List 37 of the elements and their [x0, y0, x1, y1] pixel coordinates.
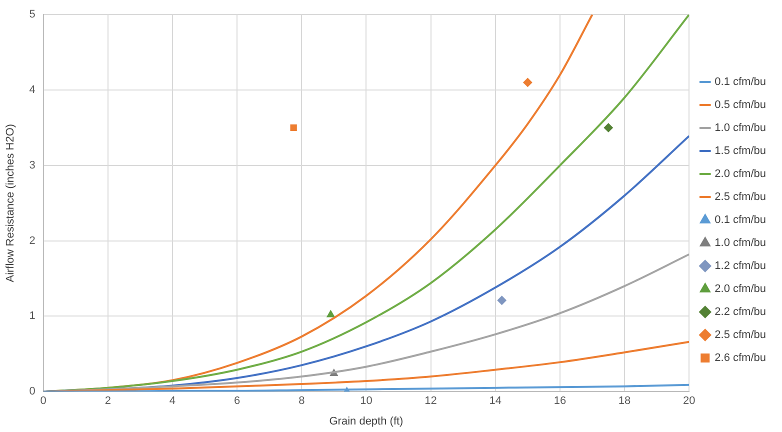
x-tick-label: 18 [618, 395, 631, 408]
point [497, 296, 506, 305]
y-tick-label: 0 [29, 386, 36, 398]
point [326, 310, 335, 318]
legend-label: 2.6 cfm/bu [714, 352, 766, 364]
y-tick-label: 3 [29, 159, 36, 172]
legend-label: 1.0 cfm/bu [714, 122, 766, 134]
legend-label: 0.1 cfm/bu [714, 214, 766, 226]
point [290, 124, 297, 132]
legend-label: 2.0 cfm/bu [714, 168, 766, 180]
legend-label: 2.0 cfm/bu [714, 283, 766, 296]
x-tick-label: 0 [40, 395, 46, 408]
x-tick-label: 16 [554, 395, 566, 408]
legend-label: 1.5 cfm/bu [714, 145, 766, 158]
y-tick-label: 4 [29, 84, 36, 96]
x-tick-label: 2 [104, 395, 111, 408]
legend-label: 0.1 cfm/bu [714, 76, 766, 88]
x-tick-label: 20 [683, 395, 696, 408]
legend-label: 1.2 cfm/bu [714, 260, 766, 272]
x-tick-label: 6 [234, 395, 240, 408]
y-tick-label: 1 [29, 310, 36, 322]
x-tick-label: 4 [169, 395, 176, 408]
x-tick-label: 10 [360, 395, 372, 408]
x-tick-label: 8 [298, 395, 305, 408]
x-tick-label: 12 [424, 395, 437, 408]
y-tick-label: 2 [29, 234, 36, 247]
point [523, 78, 532, 87]
legend-label: 2.2 cfm/bu [714, 306, 766, 318]
legend-label: 2.5 cfm/bu [714, 329, 766, 342]
point [604, 123, 613, 132]
x-axis-title: Grain depth (ft) [329, 415, 404, 428]
legend-label: 2.5 cfm/bu [714, 191, 766, 204]
legend-label: 0.5 cfm/bu [714, 99, 766, 112]
y-axis-title: Airflow Resistance (inches H2O) [4, 124, 17, 282]
legend-label: 1.0 cfm/bu [714, 237, 766, 250]
x-tick-label: 14 [489, 395, 502, 408]
y-tick-label: 5 [29, 8, 36, 21]
